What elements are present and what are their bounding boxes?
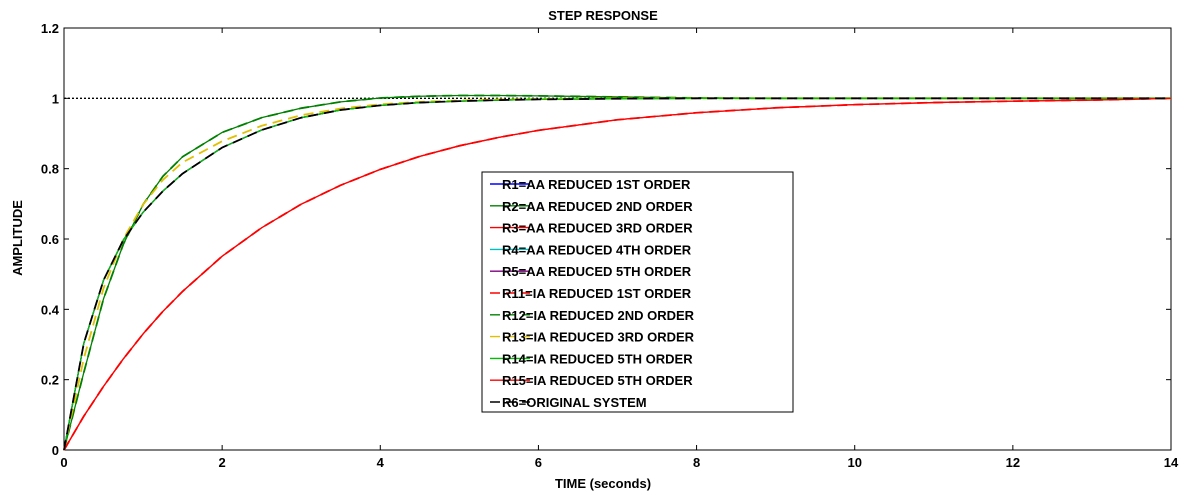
- legend-entry-6: R11=IA REDUCED 1ST ORDER: [502, 286, 692, 301]
- chart-title: STEP RESPONSE: [548, 8, 658, 23]
- legend-entry-5: R5=AA REDUCED 5TH ORDER: [502, 264, 692, 279]
- legend-entry-8: R13=IA REDUCED 3RD ORDER: [502, 330, 695, 345]
- series-line-10: [63, 97, 1172, 451]
- y-tick-label: 0.6: [41, 232, 59, 247]
- x-tick-label: 12: [1006, 455, 1020, 470]
- legend-entry-2: R2=AA REDUCED 2ND ORDER: [502, 199, 693, 214]
- y-tick-label: 0.4: [41, 302, 60, 317]
- x-axis-title: TIME (seconds): [555, 476, 651, 491]
- x-tick-label: 0: [60, 455, 67, 470]
- x-tick-label: 6: [535, 455, 542, 470]
- legend-entry-11: R6=ORIGINAL SYSTEM: [502, 395, 647, 410]
- y-tick-label: 0.2: [41, 373, 59, 388]
- legend-entry-4: R4=AA REDUCED 4TH ORDER: [502, 242, 692, 257]
- x-tick-label: 14: [1164, 455, 1179, 470]
- x-tick-label: 2: [219, 455, 226, 470]
- legend-entry-1: R1=AA REDUCED 1ST ORDER: [502, 177, 691, 192]
- y-tick-label: 1.2: [41, 21, 59, 36]
- legend-entry-9: R14=IA REDUCED 5TH ORDER: [502, 351, 693, 366]
- x-tick-label: 4: [377, 455, 385, 470]
- series-line-11: [63, 97, 1171, 451]
- x-tick-label: 10: [847, 455, 861, 470]
- y-tick-label: 0: [52, 443, 59, 458]
- x-tick-label: 8: [693, 455, 700, 470]
- y-tick-label: 1: [52, 91, 59, 106]
- plot-area: 0 2 4 6 8 10 12 14 0 0.2 0.4 0.6 0.8 1 1.2 R1=AA REDUCE…: [41, 21, 1179, 470]
- legend-entry-10: R15=IA REDUCED 5TH ORDER: [502, 373, 693, 388]
- legend-entry-3: R3=AA REDUCED 3RD ORDER: [502, 221, 693, 236]
- legend-box: [481, 171, 794, 413]
- y-tick-label: 0.8: [41, 162, 59, 177]
- y-axis-title: AMPLITUDE: [10, 200, 25, 276]
- legend-entry-7: R12=IA REDUCED 2ND ORDER: [502, 308, 695, 323]
